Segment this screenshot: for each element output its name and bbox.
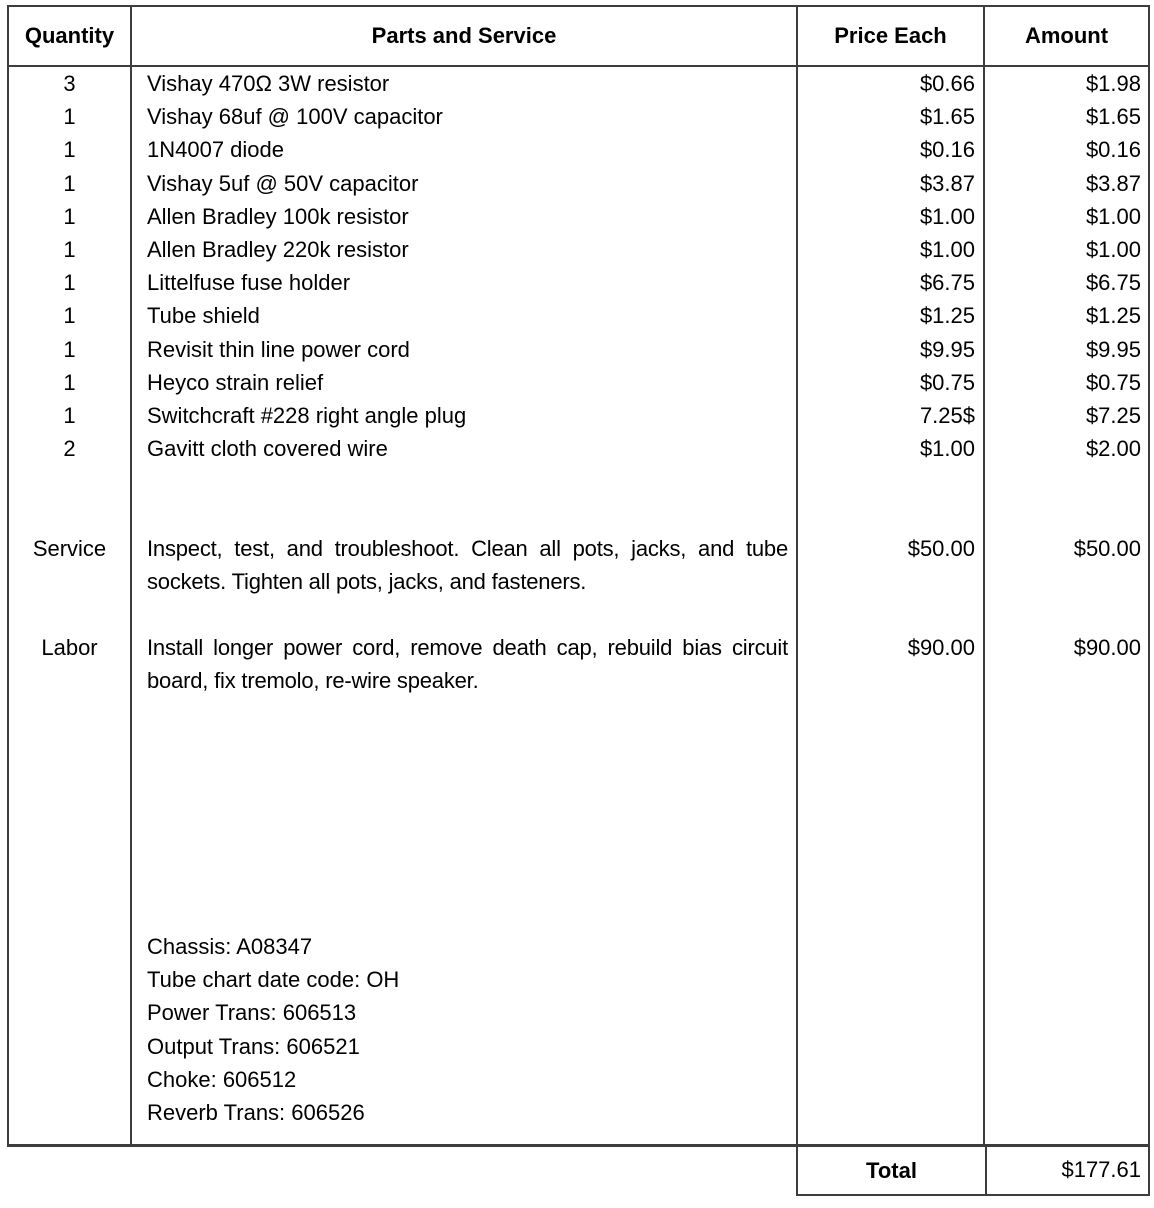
item-amount: $1.98 <box>1085 71 1141 96</box>
item-quantity: 1 <box>63 104 76 130</box>
item-quantity: 1 <box>63 270 76 296</box>
header-price-each: Price Each <box>798 7 985 65</box>
spacer <box>147 698 788 930</box>
item-description: Switchcraft #228 right angle plug <box>147 402 467 428</box>
amount-column: $1.98 $1.65 $0.16 $3.87 $1.00 $1.00 $6.7… <box>985 67 1148 1144</box>
header-row: Quantity Parts and Service Price Each Am… <box>7 5 1150 67</box>
item-quantity: 1 <box>63 369 76 395</box>
spacer <box>985 565 1141 631</box>
item-quantity: 1 <box>63 203 76 229</box>
item-price: $9.95 <box>919 336 975 362</box>
service-price: $50.00 <box>907 535 975 561</box>
spacer <box>798 465 975 531</box>
item-price: $0.16 <box>919 137 975 163</box>
item-description: Vishay 5uf @ 50V capacitor <box>147 170 419 196</box>
labor-amount: $90.00 <box>1073 635 1141 661</box>
spacer <box>9 465 130 531</box>
quantity-lines: 3 1 1 1 1 1 1 1 1 1 <box>9 67 130 465</box>
spacer <box>147 465 788 531</box>
item-price: 7.25$ <box>919 402 975 428</box>
item-description: Revisit thin line power cord <box>147 336 410 362</box>
item-price: $1.65 <box>919 104 975 130</box>
service-label: Service <box>32 535 107 561</box>
item-quantity: 1 <box>63 137 76 163</box>
item-quantity: 3 <box>63 71 76 96</box>
item-price: $1.00 <box>919 436 975 462</box>
item-amount: $1.00 <box>1085 203 1141 229</box>
item-amount: $1.65 <box>1085 104 1141 130</box>
header-quantity: Quantity <box>9 7 132 65</box>
service-amount: $50.00 <box>1073 535 1141 561</box>
item-price: $3.87 <box>919 170 975 196</box>
item-amount: $9.95 <box>1085 336 1141 362</box>
note-line: Chassis: A08347 <box>147 934 313 959</box>
item-price: $1.00 <box>919 236 975 262</box>
spacer <box>985 465 1141 531</box>
header-parts-and-service: Parts and Service <box>132 7 798 65</box>
item-price: $1.00 <box>919 203 975 229</box>
item-description: Allen Bradley 220k resistor <box>147 236 409 262</box>
note-line: Tube chart date code: OH <box>147 967 400 993</box>
item-amount: $0.75 <box>1085 369 1141 395</box>
parts-invoice-table: Quantity Parts and Service Price Each Am… <box>7 5 1150 1196</box>
item-quantity: 1 <box>63 336 76 362</box>
item-amount: $3.87 <box>1085 170 1141 196</box>
parts-column: Vishay 470Ω 3W resistor Vishay 68uf @ 10… <box>132 67 798 1144</box>
table-body: 3 1 1 1 1 1 1 1 1 1 <box>7 67 1150 1147</box>
item-quantity: 1 <box>63 303 76 329</box>
item-amount: $1.25 <box>1085 303 1141 329</box>
note-line: Choke: 606512 <box>147 1066 297 1092</box>
item-price: $0.66 <box>919 71 975 96</box>
item-description: Vishay 68uf @ 100V capacitor <box>147 104 443 130</box>
item-description: Littelfuse fuse holder <box>147 270 351 296</box>
item-description: 1N4007 diode <box>147 137 285 163</box>
price-each-column: $0.66 $1.65 $0.16 $3.87 $1.00 $1.00 $6.7… <box>798 67 985 1144</box>
item-price: $0.75 <box>919 369 975 395</box>
item-description: Heyco strain relief <box>147 369 324 395</box>
item-description: Tube shield <box>147 303 260 329</box>
price-lines: $0.66 $1.65 $0.16 $3.87 $1.00 $1.00 $6.7… <box>798 67 975 465</box>
item-quantity: 1 <box>63 402 76 428</box>
note-line: Output Trans: 606521 <box>147 1033 360 1059</box>
labor-label: Labor <box>41 635 98 661</box>
header-amount: Amount <box>1024 23 1109 48</box>
service-description: Inspect, test, and troubleshoot. Clean a… <box>147 535 788 594</box>
item-description: Allen Bradley 100k resistor <box>147 203 409 229</box>
quantity-column: 3 1 1 1 1 1 1 1 1 1 <box>9 67 132 1144</box>
item-amount: $2.00 <box>1085 436 1141 462</box>
note-line: Power Trans: 606513 <box>147 1000 357 1026</box>
spacer <box>798 565 975 631</box>
item-description: Gavitt cloth covered wire <box>147 436 388 462</box>
labor-price: $90.00 <box>907 635 975 661</box>
item-amount: $6.75 <box>1085 270 1141 296</box>
total-label: Total <box>796 1147 985 1196</box>
item-amount: $0.16 <box>1085 137 1141 163</box>
total-value: $177.61 <box>985 1147 1150 1196</box>
amount-lines: $1.98 $1.65 $0.16 $3.87 $1.00 $1.00 $6.7… <box>985 67 1141 465</box>
item-description: Vishay 470Ω 3W resistor <box>147 71 390 96</box>
spacer <box>9 565 130 631</box>
spacer <box>147 598 788 631</box>
item-quantity: 2 <box>63 436 76 462</box>
component-notes: Chassis: A08347 Tube chart date code: OH… <box>147 930 788 1129</box>
item-quantity: 1 <box>63 170 76 196</box>
item-price: $6.75 <box>919 270 975 296</box>
note-line: Reverb Trans: 606526 <box>147 1099 365 1125</box>
item-price: $1.25 <box>919 303 975 329</box>
labor-description: Install longer power cord, remove death … <box>147 635 788 694</box>
item-amount: $1.00 <box>1085 236 1141 262</box>
item-quantity: 1 <box>63 236 76 262</box>
total-row: Total $177.61 <box>796 1147 1150 1196</box>
item-amount: $7.25 <box>1085 402 1141 428</box>
item-description-lines: Vishay 470Ω 3W resistor Vishay 68uf @ 10… <box>147 67 788 465</box>
